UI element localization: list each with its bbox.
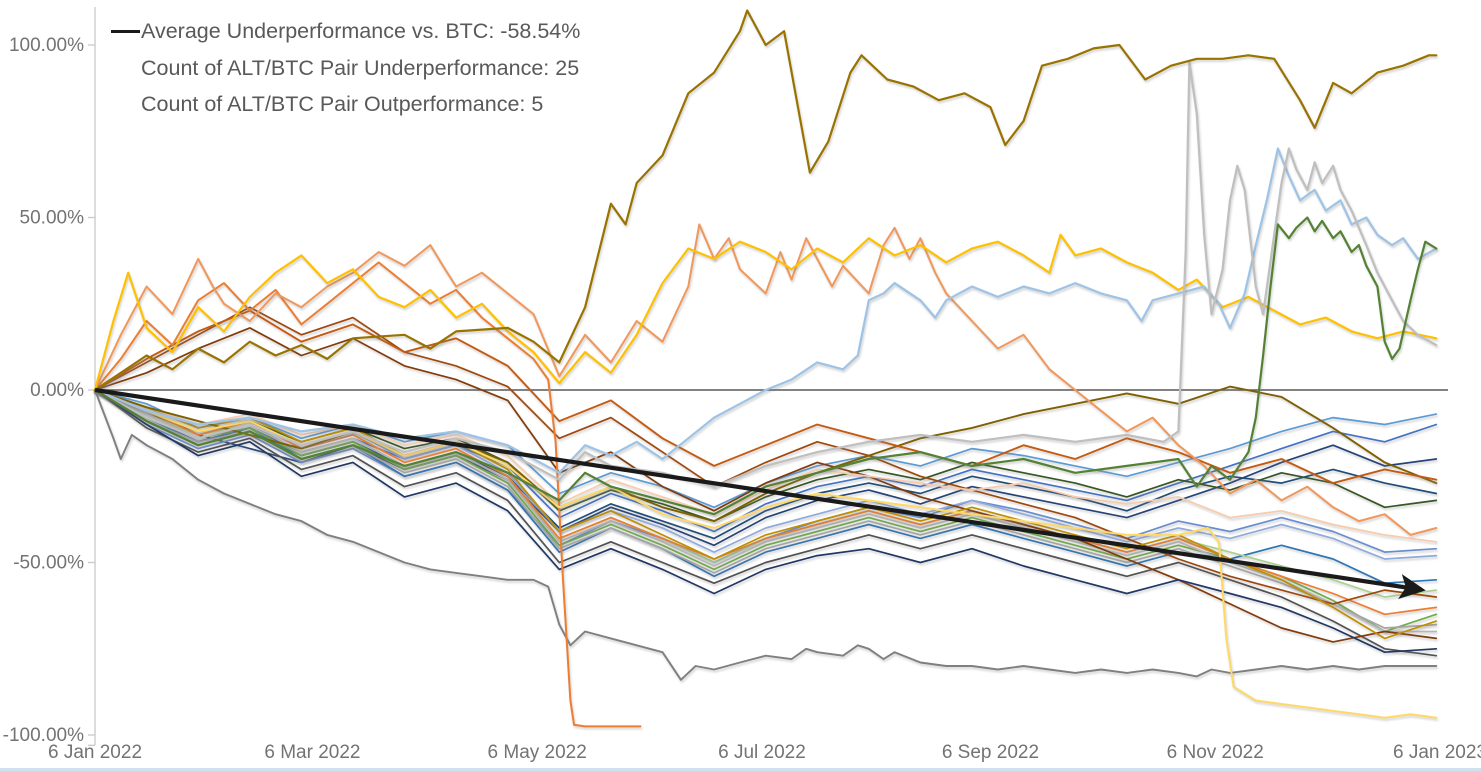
legend-average-label: Average Underperformance vs. BTC: -58.54… (141, 19, 581, 43)
series-line-alt-lightblue-riser (93, 147, 1438, 474)
chart-legend: Average Underperformance vs. BTC: -58.54… (111, 13, 580, 123)
series-line-alt-periwinkle (94, 389, 1438, 560)
y-axis-tick-label: -50.00% (13, 553, 84, 574)
x-axis-tick-label: 6 Jul 2022 (718, 742, 806, 763)
legend-row-average: Average Underperformance vs. BTC: -58.54… (111, 13, 580, 50)
series-line-alt-silver (94, 389, 1438, 633)
legend-spacer (111, 66, 141, 70)
series-line-alt-darkgold-winner (93, 9, 1438, 392)
x-axis-tick-label: 6 Jan 2023 (1393, 742, 1481, 763)
series-line-alt-navy (94, 389, 1438, 654)
series-line-alt-ftx-crash (94, 389, 1438, 719)
series-line-alt-gray-dark2 (94, 389, 1438, 657)
series-line-alt-olive (94, 385, 1438, 523)
legend-row-outperformance-count: Count of ALT/BTC Pair Outperformance: 5 (111, 86, 580, 123)
legend-underperformance-count-label: Count of ALT/BTC Pair Underperformance: … (141, 55, 580, 80)
x-axis-tick-label: 6 Sep 2022 (942, 742, 1039, 763)
series-line-alt-lightgray-spiker (93, 61, 1438, 488)
x-axis-tick-label: 6 Mar 2022 (264, 742, 360, 763)
x-axis-tick-label: 6 Nov 2022 (1167, 742, 1264, 763)
series-line-alt-darkgray (94, 389, 1438, 681)
x-axis-tick-label: 6 Jan 2022 (48, 742, 142, 763)
legend-row-underperformance-count: Count of ALT/BTC Pair Underperformance: … (111, 50, 580, 87)
series-line-alt-darkorange (94, 306, 1438, 605)
series-line-alt-darkyellow2 (94, 389, 1438, 640)
series-line-alt-green-late-riser (93, 216, 1438, 516)
series-line-alt-orange2 (94, 389, 1438, 616)
series-line-alt-darkblue (94, 389, 1438, 547)
series-line-alt-gray (94, 389, 1438, 629)
series-line-alt-salmon (94, 223, 1438, 536)
x-axis-tick-label: 6 May 2022 (488, 742, 587, 763)
series-line-alt-brown (94, 327, 1438, 643)
series-line-alt-green (94, 389, 1438, 633)
legend-outperformance-count-label: Count of ALT/BTC Pair Outperformance: 5 (141, 92, 544, 116)
average-line-swatch (111, 29, 140, 33)
legend-spacer (111, 103, 141, 107)
y-axis-tick-label: 100.00% (9, 35, 84, 56)
y-axis-tick-label: 0.00% (30, 380, 84, 401)
y-axis-tick-label: 50.00% (20, 208, 85, 229)
y-axis-tick-label: -100.00% (3, 725, 84, 746)
series-line-alt-luna-collapse (94, 261, 642, 728)
series-line-alt-yellow (93, 233, 1438, 392)
average-trend-line (94, 387, 1426, 600)
